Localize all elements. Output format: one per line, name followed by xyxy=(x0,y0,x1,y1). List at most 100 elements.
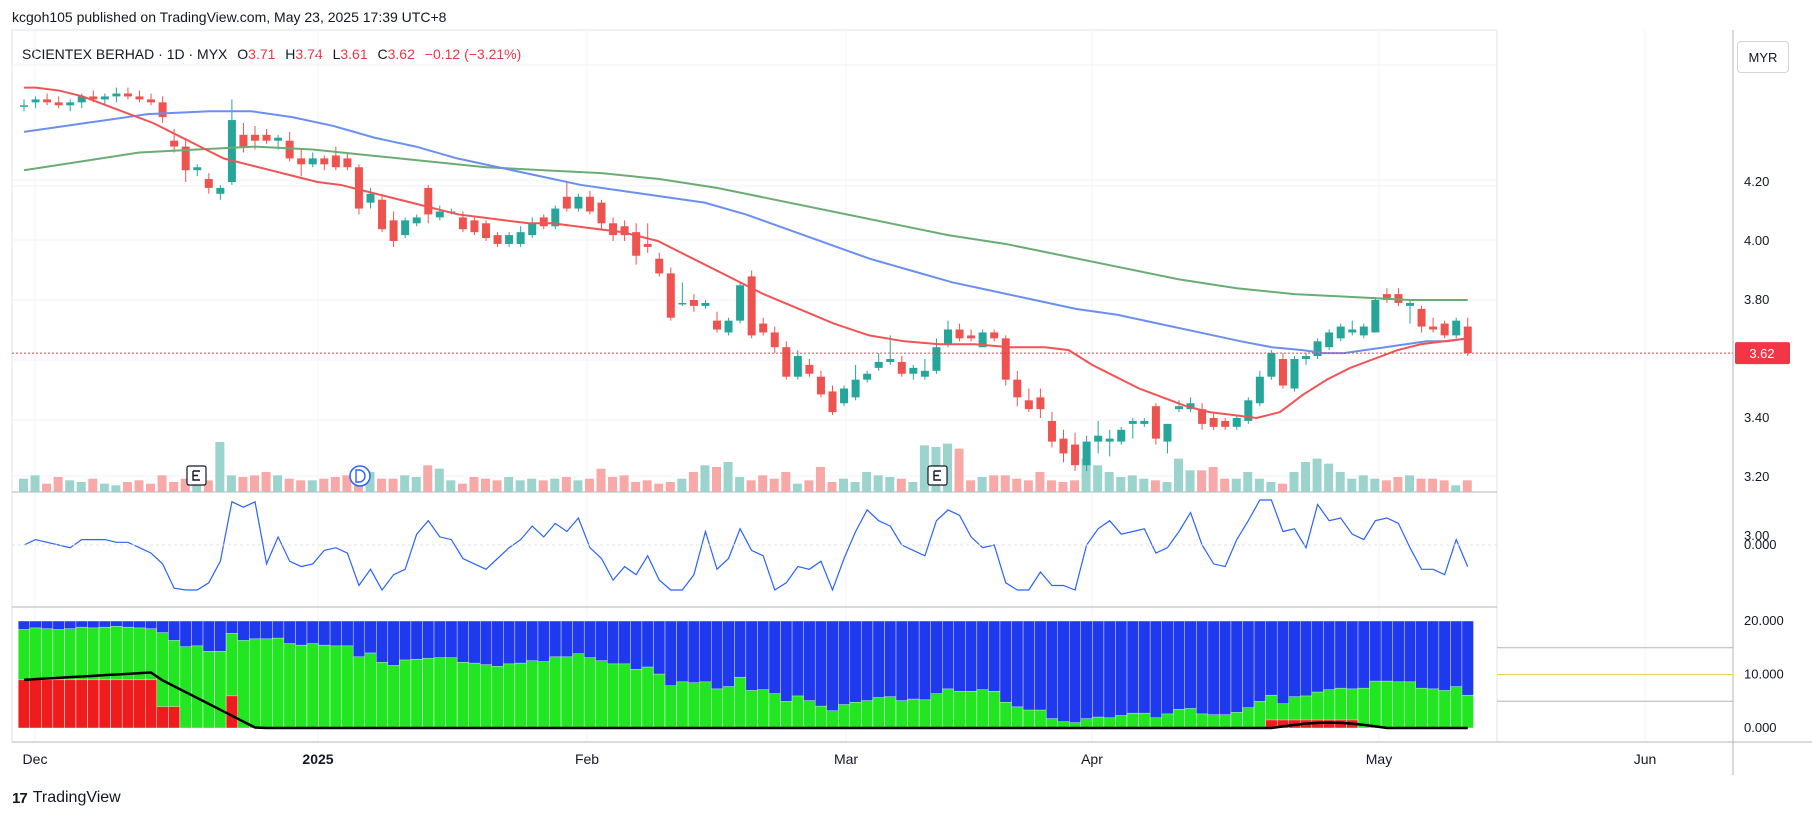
candle-body xyxy=(470,220,479,233)
candle-body xyxy=(1359,326,1368,336)
last-price-label: 3.62 xyxy=(1749,346,1774,361)
candle-body xyxy=(112,93,121,97)
stack-red xyxy=(110,679,123,729)
stack-green xyxy=(433,657,446,729)
volume-bar xyxy=(411,477,421,492)
candle-body xyxy=(597,202,606,224)
candle-body xyxy=(331,155,340,168)
candle-body xyxy=(782,347,791,377)
stack-smooth-line xyxy=(23,671,1468,730)
symbol-name[interactable]: SCIENTEX BERHAD · 1D · MYX xyxy=(22,46,228,62)
candle-body xyxy=(1198,409,1207,424)
volume-bar xyxy=(873,475,883,492)
candle-body xyxy=(1221,420,1230,427)
stack-green xyxy=(687,682,700,729)
volume-bar xyxy=(1035,472,1045,492)
price-tick: 3.40 xyxy=(1744,410,1769,425)
volume-bar xyxy=(122,482,132,492)
candle-body xyxy=(366,193,375,203)
volume-bar xyxy=(1254,478,1264,492)
stack-green xyxy=(283,643,296,729)
candle-body xyxy=(1371,300,1380,333)
stack-red xyxy=(87,679,100,729)
stack-green xyxy=(757,689,770,729)
volume-bar xyxy=(885,477,895,492)
currency-button[interactable]: MYR xyxy=(1737,41,1789,73)
stack-red xyxy=(145,679,158,729)
candle-body xyxy=(285,140,294,159)
candle-body xyxy=(562,196,571,209)
volume-bar xyxy=(169,482,179,492)
stack-blue xyxy=(1103,620,1116,729)
stack-green xyxy=(791,695,804,729)
stack-green xyxy=(1380,680,1393,729)
stack-green xyxy=(468,662,481,729)
volume-bar xyxy=(515,480,525,492)
stack-green xyxy=(260,638,273,729)
price-tick: 4.00 xyxy=(1744,233,1769,248)
candle-body xyxy=(274,137,283,141)
oscillator-line xyxy=(23,499,1469,592)
low-value: 3.61 xyxy=(340,46,368,62)
candle-body xyxy=(343,158,352,168)
stack-green xyxy=(607,663,620,729)
volume-bar xyxy=(827,482,837,492)
stack-green xyxy=(1184,708,1197,729)
price-chart[interactable]: 4.20 4.00 3.80 3.40 3.20 3.00 3.62 0.000 20.000 1… xyxy=(0,0,1812,780)
volume-bar xyxy=(261,472,271,492)
candle-body xyxy=(944,329,952,345)
candle-body xyxy=(505,235,514,244)
stack-green xyxy=(849,701,862,729)
candle-body xyxy=(1406,302,1414,306)
stack-green xyxy=(1138,712,1151,729)
volume-bar xyxy=(446,480,456,492)
stack-blue xyxy=(1196,620,1209,729)
volume-bar xyxy=(1266,482,1276,492)
stack-green xyxy=(1230,712,1243,729)
stack-green xyxy=(456,662,469,729)
volume-bar xyxy=(573,480,583,492)
volume-bar xyxy=(1347,478,1357,492)
candle-body xyxy=(863,373,872,380)
stack-green xyxy=(537,661,550,729)
stack-green xyxy=(318,644,331,729)
stack-green xyxy=(838,704,851,729)
stack-blue xyxy=(1080,620,1093,729)
stack-green xyxy=(676,681,689,729)
candle-body xyxy=(793,356,802,377)
stack-green xyxy=(641,666,654,729)
candle-body xyxy=(89,96,98,100)
candle-body xyxy=(1163,423,1172,442)
stack-green xyxy=(976,689,989,729)
stack-green xyxy=(988,691,1001,729)
stack-green xyxy=(352,656,365,729)
high-value: 3.74 xyxy=(295,46,323,62)
volume-bar xyxy=(619,475,629,492)
stack-green xyxy=(445,657,458,729)
candles xyxy=(20,87,1472,472)
volume-bar xyxy=(1439,480,1449,492)
stack-red xyxy=(133,679,146,729)
volume-bar xyxy=(1405,475,1414,492)
stack-green xyxy=(1404,681,1416,729)
candle-body xyxy=(955,329,964,339)
volume-bar xyxy=(1070,480,1080,492)
volume-bar xyxy=(850,482,860,492)
candle-body xyxy=(1382,294,1391,300)
candle-body xyxy=(701,302,710,306)
stack-green xyxy=(803,700,816,729)
stack-green xyxy=(514,662,527,729)
candle-body xyxy=(1255,376,1264,404)
volume-bar xyxy=(76,482,86,492)
candle-body xyxy=(1325,332,1334,348)
candle-body xyxy=(967,335,976,339)
stack-green xyxy=(1149,717,1162,729)
volume-bar xyxy=(1428,478,1438,492)
volume-bars xyxy=(19,442,1472,492)
stack-green xyxy=(572,653,585,729)
tradingview-brand[interactable]: 17 TradingView xyxy=(12,789,121,807)
stack-green xyxy=(734,676,747,729)
stack-green xyxy=(999,701,1012,729)
stack-green xyxy=(191,645,204,729)
candle-body xyxy=(1417,308,1426,327)
